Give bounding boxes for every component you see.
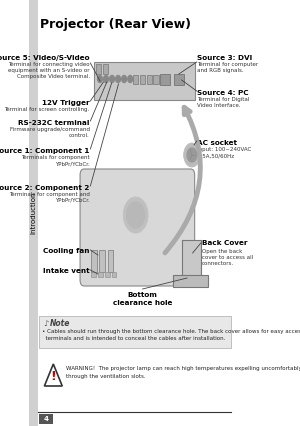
Text: Back Cover: Back Cover bbox=[202, 240, 248, 246]
Text: Source 1: Component 1: Source 1: Component 1 bbox=[0, 148, 90, 154]
Circle shape bbox=[110, 75, 115, 83]
Text: control.: control. bbox=[69, 133, 90, 138]
Bar bbox=[174, 74, 184, 85]
Text: Terminals for component: Terminals for component bbox=[21, 155, 90, 160]
Bar bbox=[160, 74, 170, 85]
Text: equipment with an S-video or: equipment with an S-video or bbox=[8, 68, 90, 73]
Circle shape bbox=[116, 75, 121, 83]
Text: Terminals for component and: Terminals for component and bbox=[9, 192, 90, 197]
Bar bbox=[39, 414, 52, 424]
Bar bbox=[154, 75, 159, 84]
Text: Source 5: Video/S-Video: Source 5: Video/S-Video bbox=[0, 55, 90, 61]
Text: AC socket: AC socket bbox=[197, 140, 237, 146]
Bar bbox=[91, 272, 96, 277]
Text: Projector (Rear View): Projector (Rear View) bbox=[40, 18, 191, 31]
Bar bbox=[133, 75, 138, 84]
Text: cover to access all: cover to access all bbox=[202, 255, 253, 260]
Polygon shape bbox=[44, 364, 62, 386]
Bar bbox=[29, 0, 38, 426]
Text: connectors.: connectors. bbox=[202, 261, 234, 266]
Circle shape bbox=[128, 75, 133, 83]
Text: through the ventilation slots.: through the ventilation slots. bbox=[66, 374, 146, 379]
Bar bbox=[99, 250, 105, 272]
Text: Open the back: Open the back bbox=[202, 249, 243, 254]
Text: Terminal for Digital: Terminal for Digital bbox=[197, 97, 250, 102]
Text: Input: 100~240VAC: Input: 100~240VAC bbox=[197, 147, 252, 152]
Bar bbox=[96, 64, 101, 74]
Text: Video Interface.: Video Interface. bbox=[197, 103, 241, 108]
Bar bbox=[173, 275, 208, 287]
Bar bbox=[103, 64, 107, 74]
FancyArrowPatch shape bbox=[165, 107, 200, 253]
Text: clearance hole: clearance hole bbox=[113, 300, 172, 306]
Text: • Cables should run through the bottom clearance hole. The back cover allows for: • Cables should run through the bottom c… bbox=[42, 329, 300, 334]
Text: ♪: ♪ bbox=[43, 319, 48, 328]
Text: and RGB signals.: and RGB signals. bbox=[197, 68, 244, 73]
Text: Note: Note bbox=[50, 319, 70, 328]
Bar bbox=[94, 62, 195, 100]
Circle shape bbox=[98, 75, 102, 83]
Text: Introduction: Introduction bbox=[30, 192, 36, 234]
Text: 3.5A,50/60Hz: 3.5A,50/60Hz bbox=[197, 153, 235, 158]
Text: Terminal for connecting video: Terminal for connecting video bbox=[8, 62, 90, 67]
Bar bbox=[107, 250, 113, 272]
Text: Terminal for screen controlling.: Terminal for screen controlling. bbox=[4, 107, 90, 112]
Text: WARNING!  The projector lamp can reach high temperatures expelling uncomfortably: WARNING! The projector lamp can reach hi… bbox=[66, 366, 300, 371]
Text: Bottom: Bottom bbox=[128, 292, 158, 298]
Circle shape bbox=[123, 197, 148, 233]
Text: !: ! bbox=[50, 370, 56, 383]
Text: 4: 4 bbox=[43, 416, 48, 422]
Circle shape bbox=[122, 75, 127, 83]
Bar bbox=[39, 316, 231, 348]
Text: Intake vent: Intake vent bbox=[43, 268, 90, 274]
Text: 12V Trigger: 12V Trigger bbox=[42, 100, 90, 106]
Bar bbox=[105, 272, 110, 277]
Text: Terminal for computer: Terminal for computer bbox=[197, 62, 259, 67]
Circle shape bbox=[187, 148, 197, 162]
Bar bbox=[112, 272, 116, 277]
Bar bbox=[140, 75, 145, 84]
Text: Firmware upgrade/command: Firmware upgrade/command bbox=[10, 127, 90, 132]
Bar bbox=[98, 272, 103, 277]
Text: Source 2: Component 2: Source 2: Component 2 bbox=[0, 185, 90, 191]
Text: Source 4: PC: Source 4: PC bbox=[197, 90, 249, 96]
Circle shape bbox=[127, 202, 145, 228]
Bar bbox=[147, 75, 152, 84]
Text: RS-232C terminal: RS-232C terminal bbox=[18, 120, 90, 126]
Bar bbox=[182, 240, 201, 278]
Text: Cooling fan: Cooling fan bbox=[43, 248, 90, 254]
Bar bbox=[91, 250, 97, 272]
Circle shape bbox=[184, 143, 200, 167]
Circle shape bbox=[103, 75, 108, 83]
Text: terminals and is intended to conceal the cables after installation.: terminals and is intended to conceal the… bbox=[42, 336, 225, 341]
FancyBboxPatch shape bbox=[80, 169, 195, 286]
Text: Composite Video terminal.: Composite Video terminal. bbox=[16, 74, 90, 79]
Text: YPbPr/YCbCr.: YPbPr/YCbCr. bbox=[55, 198, 90, 203]
Text: YPbPr/YCbCr.: YPbPr/YCbCr. bbox=[55, 161, 90, 166]
Text: Source 3: DVI: Source 3: DVI bbox=[197, 55, 253, 61]
